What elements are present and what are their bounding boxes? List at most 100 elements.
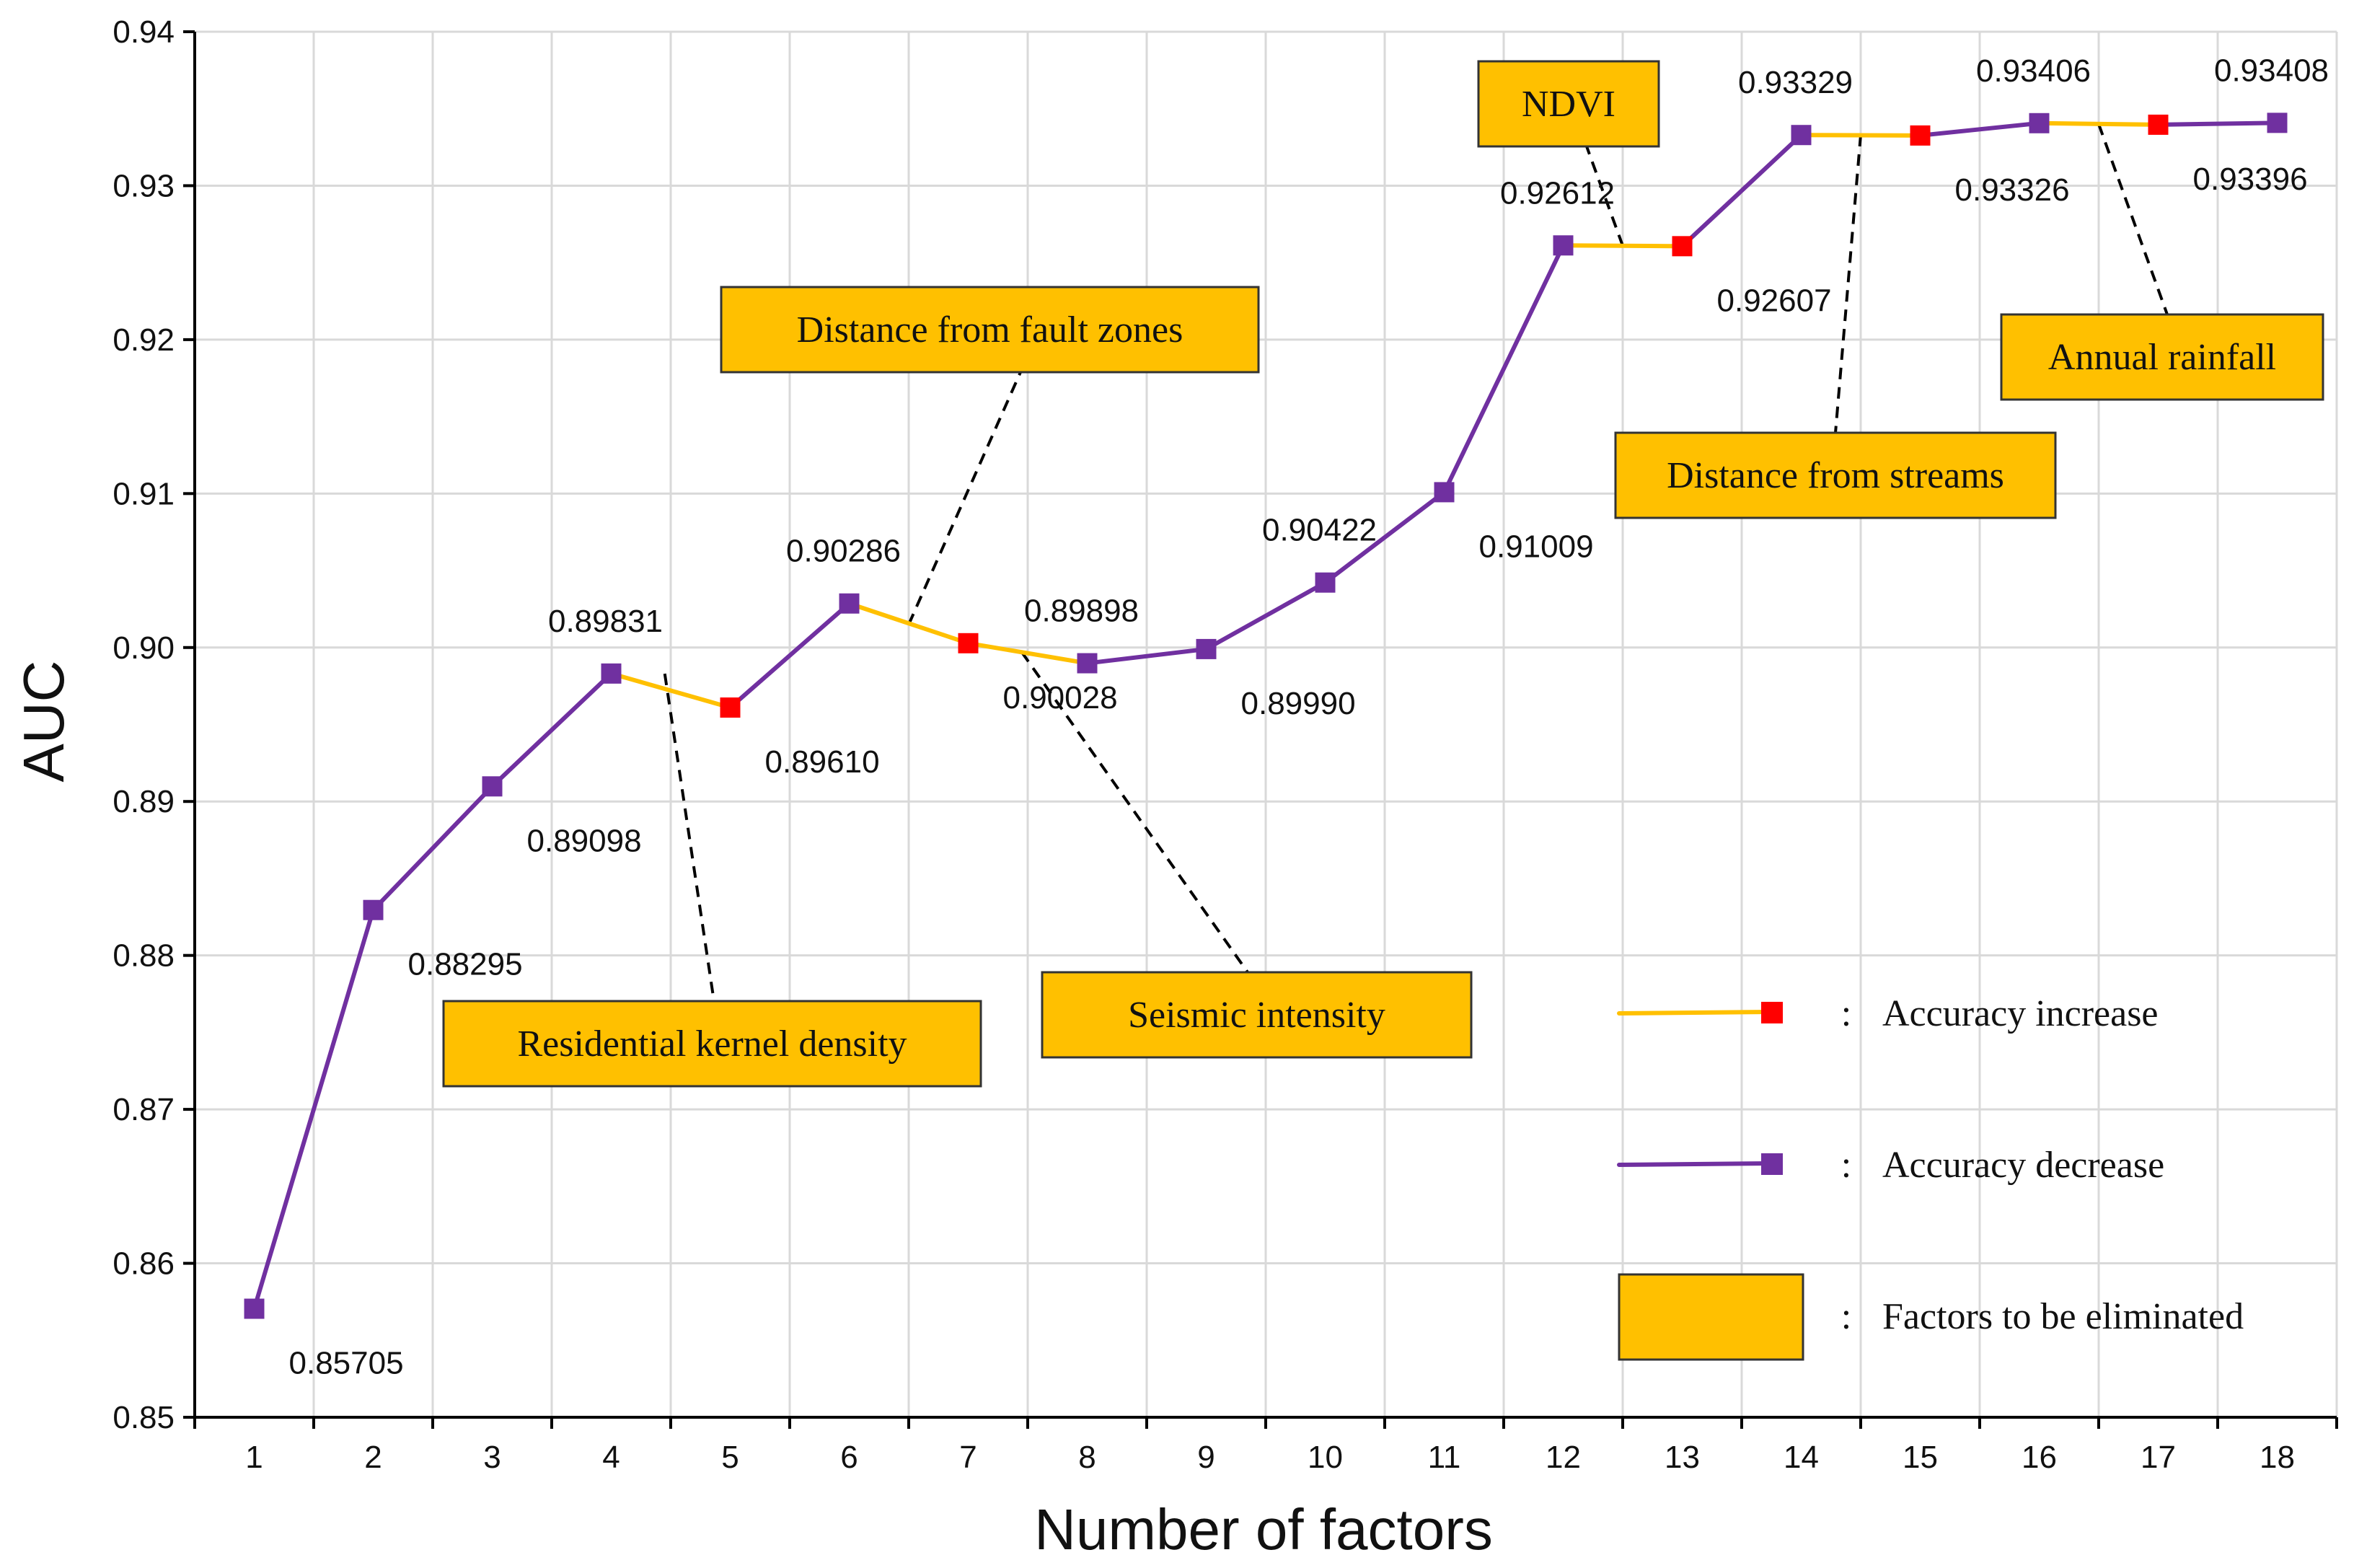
- annotation-box: [2000, 313, 2324, 401]
- value-labels: 0.85705 0.88295 0.89098 0.89831 0.89610 0.902…: [289, 53, 2329, 1380]
- annotation-leader: [1834, 134, 1862, 433]
- decrease-segment: [1323, 490, 1447, 585]
- value-label: 0.85705: [289, 1346, 404, 1381]
- increase-segment: [847, 601, 971, 646]
- value-label: 0.92607: [1717, 283, 1832, 318]
- auc-series-lines: [252, 120, 2280, 1311]
- value-label: 0.90286: [786, 534, 901, 569]
- value-label: 0.93406: [1976, 53, 2091, 89]
- increase-segment: [609, 671, 733, 710]
- decrease-segment: [490, 671, 614, 789]
- value-label: 0.89898: [1024, 594, 1139, 629]
- y-tick-label: 0.87: [113, 1092, 175, 1127]
- value-label: 0.91009: [1479, 529, 1594, 564]
- decrease-point: [1196, 638, 1217, 659]
- decrease-point: [2029, 113, 2050, 133]
- annotation-label: NDVI: [1522, 84, 1615, 125]
- legend: : Accuracy increase: Accuracy decrease: Fac…: [1617, 993, 2244, 1361]
- decrease-point: [482, 776, 503, 797]
- decrease-segment: [1204, 580, 1328, 651]
- x-tick-label: 8: [1078, 1440, 1096, 1475]
- x-tick-label: 2: [364, 1440, 382, 1475]
- legend-marker-increase: [1761, 1002, 1783, 1023]
- value-label: 0.89990: [1241, 686, 1356, 721]
- x-tick-label: 14: [1784, 1440, 1819, 1475]
- value-label: 0.93408: [2214, 53, 2329, 88]
- y-tick-label: 0.86: [113, 1246, 175, 1282]
- value-label: 0.89098: [527, 823, 642, 858]
- annotation-label: Residential kernel density: [517, 1023, 907, 1065]
- x-tick-label: 15: [1903, 1440, 1938, 1475]
- value-label: 0.88295: [408, 947, 523, 982]
- legend-label: Accuracy decrease: [1882, 1145, 2164, 1186]
- legend-swatch-eliminated: [1618, 1273, 1804, 1361]
- y-tick-label: 0.90: [113, 630, 175, 666]
- x-tick-label: 5: [721, 1440, 739, 1475]
- decrease-segment: [371, 784, 495, 912]
- decrease-segment: [1085, 646, 1209, 666]
- decrease-point: [1077, 653, 1098, 674]
- increase-point: [2148, 114, 2169, 135]
- y-tick-label: 0.92: [113, 322, 175, 358]
- annotation-box: [1477, 60, 1660, 148]
- decrease-segment: [1918, 120, 2042, 138]
- y-tick-label: 0.89: [113, 784, 175, 819]
- value-label: 0.93329: [1738, 65, 1853, 100]
- annotation-leaders: [663, 123, 2169, 1002]
- decrease-point: [601, 663, 622, 684]
- value-label: 0.93396: [2193, 162, 2308, 197]
- auc-series-markers: [244, 113, 2288, 1319]
- gridlines: [195, 30, 2338, 1417]
- annotation-leader: [663, 673, 715, 1002]
- y-tick-label: 0.85: [113, 1400, 175, 1435]
- x-tick-label: 1: [245, 1440, 263, 1475]
- decrease-segment: [252, 907, 376, 1311]
- x-tick-label: 6: [840, 1440, 858, 1475]
- annotation-label: Annual rainfall: [2048, 337, 2276, 378]
- legend-separator: :: [1841, 993, 1851, 1034]
- axes: 0.85 0.86 0.87 0.88 0.89 0.90 0.91 0.92 0.93 0.94…: [113, 14, 2338, 1475]
- increase-point: [1910, 125, 1931, 146]
- annotation-leader: [907, 371, 1022, 625]
- value-label: 0.89610: [765, 744, 880, 780]
- x-tick-label: 17: [2141, 1440, 2176, 1475]
- y-tick-label: 0.91: [113, 476, 175, 511]
- legend-separator: :: [1841, 1296, 1851, 1337]
- annotation-label: Distance from streams: [1667, 455, 2004, 496]
- legend-separator: :: [1841, 1145, 1851, 1186]
- value-label: 0.90028: [1003, 680, 1118, 715]
- y-tick-label: 0.94: [113, 14, 175, 50]
- annotation-leader: [1020, 651, 1249, 974]
- x-tick-label: 4: [602, 1440, 620, 1475]
- annotation-boxes: Residential kernel density Distance from …: [442, 60, 2324, 1088]
- x-tick-label: 18: [2260, 1440, 2295, 1475]
- x-tick-label: 16: [2022, 1440, 2057, 1475]
- increase-segment: [966, 640, 1090, 666]
- value-label: 0.93326: [1955, 172, 2070, 208]
- annotation-box: [720, 286, 1260, 374]
- decrease-segment: [1680, 133, 1804, 249]
- y-tick-label: 0.88: [113, 938, 175, 974]
- x-tick-label: 3: [483, 1440, 501, 1475]
- legend-marker-decrease: [1761, 1153, 1783, 1175]
- legend-line-increase: [1617, 1010, 1773, 1016]
- decrease-point: [2267, 113, 2288, 133]
- decrease-point: [244, 1298, 265, 1319]
- value-label: 0.89831: [548, 604, 663, 639]
- legend-label: Factors to be eliminated: [1882, 1296, 2244, 1337]
- x-tick-label: 7: [959, 1440, 977, 1475]
- decrease-point: [1434, 482, 1455, 503]
- decrease-point: [1553, 235, 1574, 256]
- x-tick-label: 9: [1197, 1440, 1215, 1475]
- legend-line-decrease: [1617, 1161, 1773, 1167]
- value-label: 0.90422: [1262, 513, 1377, 548]
- annotation-box: [1614, 431, 2057, 519]
- decrease-segment: [1442, 243, 1566, 495]
- x-axis-title: Number of factors: [1034, 1497, 1493, 1562]
- x-tick-label: 12: [1546, 1440, 1581, 1475]
- annotation-label: Seismic intensity: [1128, 995, 1385, 1036]
- increase-segment: [2037, 120, 2161, 127]
- decrease-point: [1315, 572, 1336, 593]
- increase-point: [1672, 236, 1693, 257]
